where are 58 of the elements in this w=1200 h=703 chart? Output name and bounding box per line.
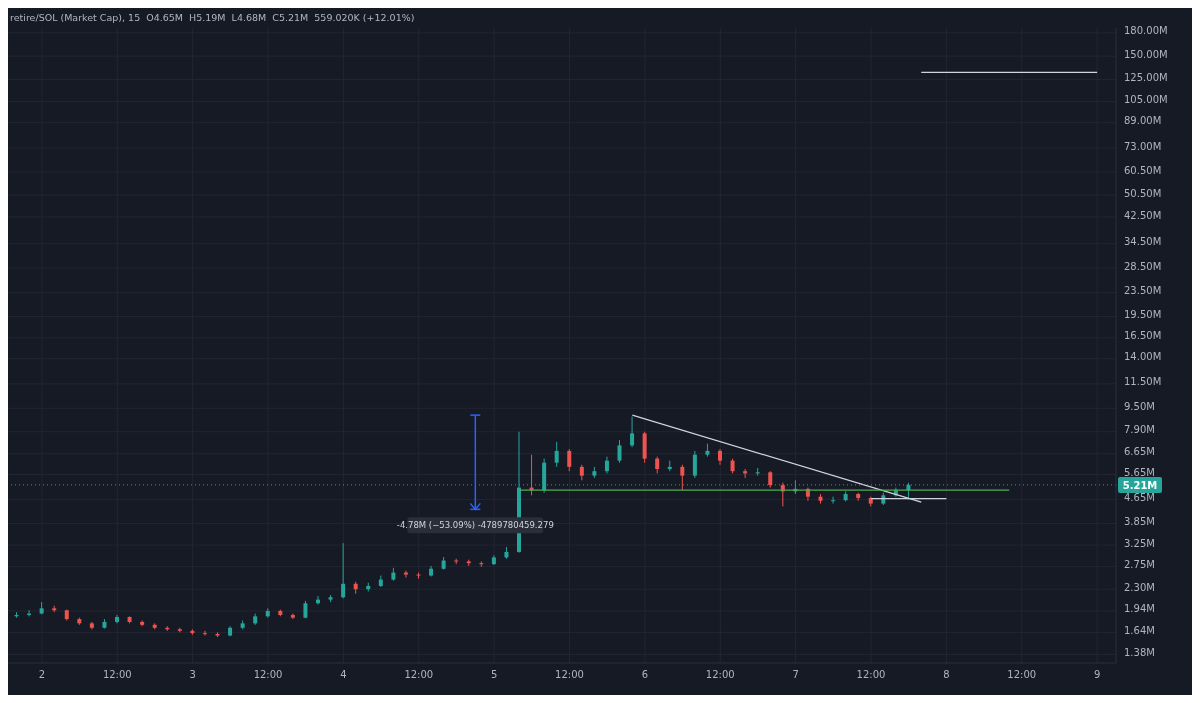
y-tick-label: 4.65M — [1124, 491, 1155, 503]
y-tick-label: 11.50M — [1124, 376, 1162, 388]
candlestick — [479, 560, 484, 568]
y-tick-label: 3.85M — [1124, 516, 1155, 528]
y-tick-label: 2.75M — [1124, 558, 1155, 570]
y-tick-label: 9.50M — [1124, 400, 1155, 412]
y-tick-label: 1.64M — [1124, 624, 1155, 636]
x-tick-label: 3 — [189, 669, 196, 681]
x-tick-label: 2 — [38, 669, 46, 681]
candlestick — [630, 416, 635, 448]
candlestick — [554, 441, 559, 468]
chart-title: retire/SOL (Market Cap), 15 O4.65M H5.19M L4.68M C5.21M 559.020K (+12.01%) — [10, 12, 415, 23]
y-tick-label: 42.50M — [1124, 209, 1162, 221]
candlestick — [202, 630, 207, 637]
y-tick-label: 180.00M — [1124, 25, 1168, 37]
candlestick — [341, 542, 346, 599]
candlestick — [692, 450, 697, 479]
y-tick-label: 23.50M — [1124, 285, 1162, 297]
y-tick-label: 16.50M — [1124, 330, 1162, 342]
y-tick-label: 125.00M — [1124, 71, 1168, 83]
y-tick-label: 5.65M — [1124, 467, 1155, 479]
y-tick-label: 7.90M — [1124, 424, 1155, 436]
y-tick-label: 19.50M — [1124, 309, 1162, 321]
ref-line-label: 5.21M — [1122, 479, 1158, 491]
y-tick-label: 150.00M — [1124, 48, 1168, 60]
x-tick-label: 4 — [340, 669, 347, 681]
y-tick-label: 3.25M — [1124, 537, 1155, 549]
y-tick-label: 28.50M — [1124, 260, 1162, 272]
x-tick-label: 12:00 — [1007, 669, 1037, 681]
y-tick-label: 1.94M — [1124, 603, 1155, 615]
y-tick-label: 6.65M — [1124, 446, 1155, 458]
x-tick-label: 8 — [943, 669, 950, 681]
candlestick — [831, 496, 836, 505]
x-tick-label: 12:00 — [404, 669, 434, 681]
x-tick-label: 12:00 — [102, 669, 132, 681]
candlestick — [403, 570, 408, 579]
y-tick-label: 14.00M — [1124, 351, 1162, 363]
y-tick-label: 60.50M — [1124, 164, 1162, 176]
x-tick-label: 9 — [1093, 669, 1101, 681]
y-tick-label: 73.00M — [1124, 140, 1162, 152]
x-tick-label: 7 — [792, 669, 799, 681]
candlestick — [140, 619, 145, 627]
y-tick-label: 2.30M — [1124, 581, 1155, 593]
x-tick-label: 12:00 — [253, 669, 283, 681]
candlestick — [617, 439, 622, 464]
annotation: -4.78M (−53.09%) -4789780459.279 — [396, 520, 554, 531]
y-tick-label: 89.00M — [1124, 115, 1162, 127]
candlestick — [567, 448, 572, 472]
candlestick — [680, 464, 685, 491]
x-tick-label: 12:00 — [705, 669, 735, 681]
x-tick-label: 5 — [490, 669, 498, 681]
y-tick-label: 50.50M — [1124, 187, 1162, 199]
y-tick-label: 1.38M — [1124, 646, 1155, 658]
y-tick-label: 34.50M — [1124, 236, 1162, 248]
y-tick-label: 105.00M — [1124, 94, 1168, 106]
x-tick-label: 12:00 — [856, 669, 886, 681]
x-tick-label: 12:00 — [555, 669, 584, 681]
x-tick-label: 6 — [641, 669, 649, 681]
